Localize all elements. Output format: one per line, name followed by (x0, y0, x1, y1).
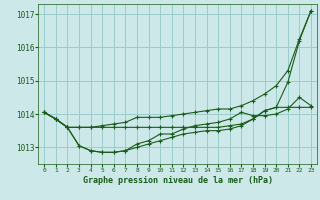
X-axis label: Graphe pression niveau de la mer (hPa): Graphe pression niveau de la mer (hPa) (83, 176, 273, 185)
